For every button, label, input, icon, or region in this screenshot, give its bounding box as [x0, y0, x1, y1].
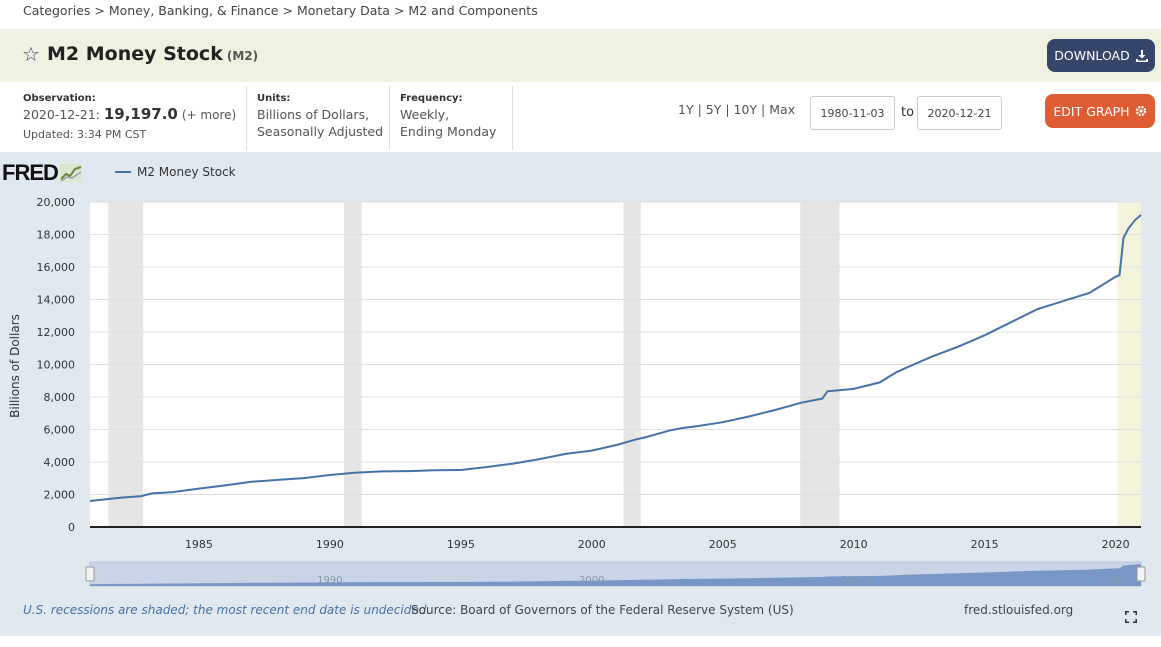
x-tick-label: 2005 — [709, 538, 737, 551]
y-tick-label: 10,000 — [37, 359, 76, 372]
x-tick-label: 2000 — [578, 538, 606, 551]
breadcrumb-item[interactable]: M2 and Components — [408, 3, 538, 18]
series-id: (M2) — [226, 49, 259, 63]
x-tick-label: 2010 — [840, 538, 868, 551]
y-tick-label: 2,000 — [44, 489, 76, 502]
breadcrumb-item[interactable]: Categories — [23, 3, 91, 18]
chart-svg[interactable]: 0 2,000 4,000 6,000 8,000 10,000 12,000 14,000 1… — [0, 152, 1161, 592]
title-bar: ☆ M2 Money Stock (M2) DOWNLOAD — [0, 29, 1161, 82]
breadcrumb-separator: > — [94, 3, 105, 18]
end-date-input[interactable]: 2020-12-21 — [917, 96, 1002, 130]
range-selector: 1Y | 5Y | 10Y | Max — [678, 102, 796, 117]
breadcrumb: Categories > Money, Banking, & Finance > Mon… — [23, 3, 538, 18]
breadcrumb-item[interactable]: Money, Banking, & Finance — [108, 3, 279, 18]
range-max[interactable]: Max — [769, 102, 796, 117]
download-icon — [1135, 49, 1148, 62]
x-tick-label: 2020 — [1102, 538, 1130, 551]
navigator-tick-label: 2010 — [841, 575, 866, 586]
frequency-line1: Weekly, — [400, 107, 450, 122]
navigator-handle[interactable] — [85, 566, 95, 582]
frequency-label: Frequency: — [400, 93, 463, 104]
y-axis-label: Billions of Dollars — [8, 314, 22, 418]
gear-icon — [1135, 105, 1146, 117]
y-tick-label: 12,000 — [37, 326, 76, 339]
recession-note: U.S. recessions are shaded; the most rec… — [23, 603, 431, 617]
frequency-line2: Ending Monday — [400, 124, 497, 139]
navigator-handle[interactable] — [1136, 566, 1146, 582]
navigator-tick-label: 1990 — [317, 575, 342, 586]
breadcrumb-separator: > — [393, 3, 405, 18]
y-tick-label: 6,000 — [44, 424, 76, 437]
units-block: Units: Billions of Dollars, Seasonally A… — [246, 86, 390, 150]
source-text: Source: Board of Governors of the Federa… — [411, 603, 794, 617]
range-1y[interactable]: 1Y — [678, 102, 694, 117]
page-title: M2 Money Stock (M2) — [47, 43, 258, 65]
fred-logo: FRED — [2, 160, 82, 186]
site-link[interactable]: fred.stlouisfed.org — [964, 603, 1074, 617]
observation-label: Observation: — [23, 93, 96, 104]
x-tick-label: 1990 — [316, 538, 344, 551]
more-link[interactable]: (+ more) — [181, 108, 237, 122]
x-tick-label: 1985 — [185, 538, 213, 551]
observation-value: 2020-12-21: 19,197.0 (+ more) — [23, 106, 245, 124]
x-tick-label: 1995 — [447, 538, 475, 551]
navigator-tick-label: 20 — [1109, 575, 1122, 586]
download-button[interactable]: DOWNLOAD — [1047, 39, 1155, 72]
breadcrumb-separator: > — [282, 3, 293, 18]
navigator-tick-label: 2000 — [579, 575, 604, 586]
y-tick-label: 14,000 — [37, 294, 76, 307]
updated-time: Updated: 3:34 PM CST — [23, 128, 147, 141]
y-tick-label: 8,000 — [44, 391, 76, 404]
units-line2: Seasonally Adjusted — [257, 124, 384, 139]
y-tick-label: 16,000 — [37, 261, 76, 274]
y-tick-label: 0 — [68, 521, 75, 534]
navigator-series — [90, 564, 1141, 586]
units-label: Units: — [257, 93, 291, 104]
y-tick-label: 20,000 — [37, 196, 76, 209]
range-10y[interactable]: 10Y — [733, 102, 758, 117]
series-title: M2 Money Stock — [47, 43, 223, 65]
start-date-input[interactable]: 1980-11-03 — [810, 96, 895, 130]
star-icon[interactable]: ☆ — [22, 42, 40, 66]
to-label: to — [901, 105, 915, 120]
y-tick-label: 4,000 — [44, 456, 76, 469]
y-tick-label: 18,000 — [37, 229, 76, 242]
fullscreen-icon[interactable] — [1125, 611, 1137, 623]
chart-panel: FRED M2 Money Stock 0 2,000 4,000 6,000 8,00… — [0, 152, 1161, 636]
chart-logo-icon — [59, 164, 82, 182]
legend-label: M2 Money Stock — [137, 165, 236, 179]
download-label: DOWNLOAD — [1054, 48, 1130, 63]
breadcrumb-item[interactable]: Monetary Data — [296, 3, 390, 18]
range-5y[interactable]: 5Y — [705, 102, 722, 117]
x-tick-label: 2015 — [971, 538, 999, 551]
frequency-block: Frequency: Weekly, Ending Monday — [389, 86, 513, 150]
edit-graph-label: EDIT GRAPH — [1053, 103, 1130, 119]
chart-legend: M2 Money Stock — [115, 165, 236, 179]
legend-swatch — [115, 171, 131, 173]
units-line1: Billions of Dollars, — [257, 107, 370, 122]
edit-graph-button[interactable]: EDIT GRAPH — [1045, 94, 1155, 128]
observation-block: Observation: 2020-12-21: 19,197.0 (+ mor… — [23, 86, 245, 150]
series-line — [89, 214, 1142, 502]
observation-date: 2020-12-21: — [23, 107, 100, 122]
latest-value: 19,197.0 — [103, 105, 178, 123]
